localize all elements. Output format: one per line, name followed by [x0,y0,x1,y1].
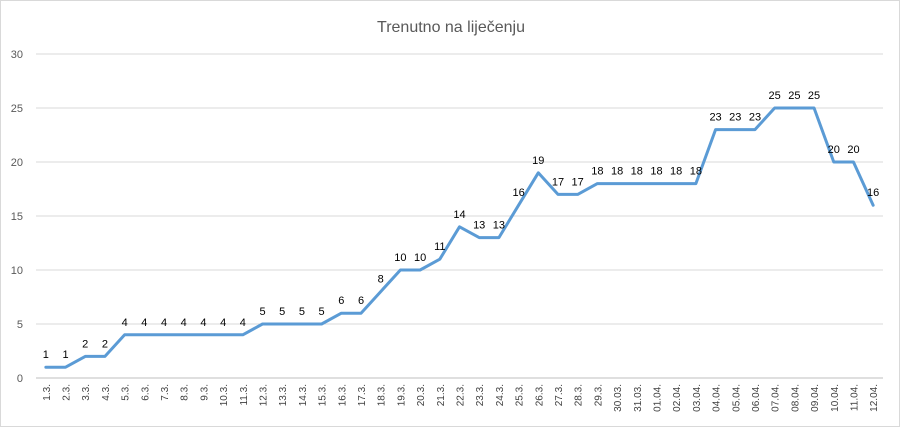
data-label: 18 [650,166,662,178]
x-tick-label: 03.04. [692,384,703,412]
data-label: 2 [102,338,108,350]
data-label: 13 [493,220,505,232]
data-label: 2 [82,338,88,350]
data-label: 18 [591,166,603,178]
x-tick-label: 20.3. [416,384,427,406]
data-label: 4 [141,317,147,329]
x-tick-label: 9.3. [199,384,210,401]
data-label: 1 [43,349,49,361]
data-label: 20 [847,144,859,156]
x-tick-label: 14.3. [298,384,309,406]
data-label: 11 [434,241,445,253]
data-label: 6 [338,295,344,307]
data-label: 4 [122,317,128,329]
x-tick-label: 1.3. [42,384,53,401]
data-label: 18 [690,166,702,178]
data-label: 25 [808,90,820,102]
x-tick-label: 01.04. [652,384,663,412]
data-label: 17 [552,176,564,188]
data-label: 5 [279,306,285,318]
x-tick-label: 8.3. [180,384,191,401]
y-tick-label: 20 [11,157,23,169]
data-label: 23 [729,112,741,124]
data-label: 6 [358,295,364,307]
data-label: 18 [611,166,623,178]
data-label: 16 [867,187,879,199]
data-label: 4 [240,317,246,329]
y-tick-label: 25 [11,103,23,115]
x-tick-label: 05.04. [731,384,742,412]
x-tick-label: 12.3. [259,384,270,406]
data-label: 1 [62,349,68,361]
y-tick-label: 30 [11,49,23,61]
x-tick-label: 2.3. [62,384,73,401]
x-tick-label: 22.3. [456,384,467,406]
y-tick-label: 10 [11,265,23,277]
data-label: 23 [749,112,761,124]
data-label: 18 [670,166,682,178]
x-tick-label: 5.3. [121,384,132,401]
x-tick-label: 10.04. [830,384,841,412]
data-label: 8 [378,274,384,286]
x-tick-label: 6.3. [140,384,151,401]
data-label: 16 [512,187,524,199]
data-label: 5 [319,306,325,318]
data-label: 14 [453,209,465,221]
data-label: 5 [259,306,265,318]
x-tick-label: 21.3. [436,384,447,406]
x-tick-label: 08.04. [790,384,801,412]
x-tick-label: 31.03. [633,384,644,412]
data-label: 18 [631,166,643,178]
x-tick-label: 30.03. [613,384,624,412]
x-tick-label: 15.3. [318,384,329,406]
x-tick-label: 18.3. [377,384,388,406]
x-tick-label: 23.3. [475,384,486,406]
x-tick-label: 19.3. [396,384,407,406]
x-tick-label: 07.04. [771,384,782,412]
x-tick-label: 29.3. [593,384,604,406]
data-label: 20 [828,144,840,156]
x-tick-label: 24.3. [495,384,506,406]
x-tick-label: 10.3. [219,384,230,406]
x-tick-label: 09.04. [810,384,821,412]
x-tick-label: 11.04. [849,384,860,411]
x-tick-label: 06.04. [751,384,762,412]
data-label: 25 [769,90,781,102]
x-tick-label: 28.3. [574,384,585,406]
y-tick-label: 5 [17,319,23,331]
data-label: 10 [414,252,426,264]
data-label: 25 [788,90,800,102]
data-label: 10 [394,252,406,264]
x-tick-label: 3.3. [81,384,92,401]
x-tick-label: 16.3. [337,384,348,406]
x-tick-label: 26.3. [534,384,545,406]
y-tick-label: 0 [17,373,23,385]
data-label: 4 [181,317,187,329]
series-line [46,108,873,367]
data-label: 5 [299,306,305,318]
data-label: 4 [161,317,167,329]
x-tick-label: 25.3. [515,384,526,406]
data-label: 13 [473,220,485,232]
x-tick-label: 02.04. [672,384,683,412]
x-tick-label: 4.3. [101,384,112,401]
data-label: 23 [709,112,721,124]
data-label: 19 [532,155,544,167]
data-label: 4 [200,317,206,329]
x-tick-label: 17.3. [357,384,368,406]
data-label: 4 [220,317,226,329]
x-tick-label: 7.3. [160,384,171,401]
x-tick-label: 13.3. [278,384,289,406]
x-tick-label: 11.3. [239,384,250,406]
x-tick-label: 12.04. [869,384,880,412]
y-tick-label: 15 [11,211,23,223]
data-label: 17 [572,176,584,188]
x-tick-label: 27.3. [554,384,565,406]
chart-title: Trenutno na liječenju [377,19,525,36]
x-tick-label: 04.04. [712,384,723,412]
